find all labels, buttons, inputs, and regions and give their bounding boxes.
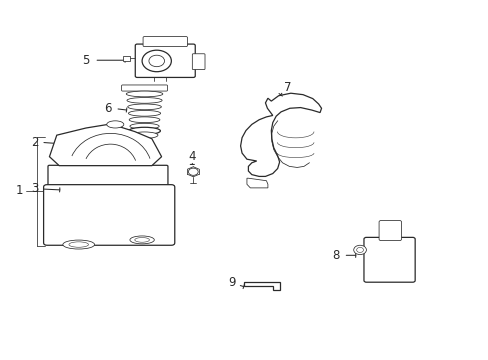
- Circle shape: [356, 247, 363, 252]
- Circle shape: [188, 168, 198, 175]
- Text: 8: 8: [332, 249, 339, 262]
- Circle shape: [353, 245, 366, 255]
- Ellipse shape: [130, 123, 159, 129]
- Polygon shape: [246, 178, 267, 188]
- FancyBboxPatch shape: [192, 54, 204, 69]
- Ellipse shape: [63, 240, 94, 249]
- FancyBboxPatch shape: [378, 221, 401, 240]
- Text: 1: 1: [16, 184, 23, 197]
- FancyBboxPatch shape: [43, 185, 174, 245]
- Text: 3: 3: [31, 183, 39, 195]
- Text: 9: 9: [228, 276, 236, 289]
- Ellipse shape: [69, 242, 88, 247]
- Polygon shape: [49, 125, 161, 166]
- Text: 4: 4: [188, 150, 196, 163]
- Circle shape: [149, 55, 164, 67]
- FancyBboxPatch shape: [363, 237, 414, 282]
- Polygon shape: [240, 93, 321, 176]
- Circle shape: [142, 50, 171, 72]
- FancyBboxPatch shape: [48, 165, 167, 188]
- Ellipse shape: [130, 236, 154, 244]
- Text: 5: 5: [82, 54, 89, 67]
- Ellipse shape: [126, 91, 163, 97]
- Text: 6: 6: [104, 102, 111, 115]
- FancyBboxPatch shape: [122, 85, 167, 91]
- Ellipse shape: [129, 117, 160, 123]
- Ellipse shape: [131, 132, 158, 138]
- Ellipse shape: [128, 111, 160, 116]
- FancyBboxPatch shape: [135, 44, 195, 77]
- Text: 2: 2: [31, 136, 39, 149]
- FancyBboxPatch shape: [143, 37, 187, 46]
- Ellipse shape: [135, 238, 149, 242]
- Ellipse shape: [128, 127, 160, 134]
- Ellipse shape: [127, 98, 162, 103]
- Bar: [122, 55, 130, 60]
- Text: 7: 7: [283, 81, 290, 94]
- Ellipse shape: [127, 104, 161, 110]
- Polygon shape: [243, 282, 279, 290]
- Ellipse shape: [106, 121, 123, 128]
